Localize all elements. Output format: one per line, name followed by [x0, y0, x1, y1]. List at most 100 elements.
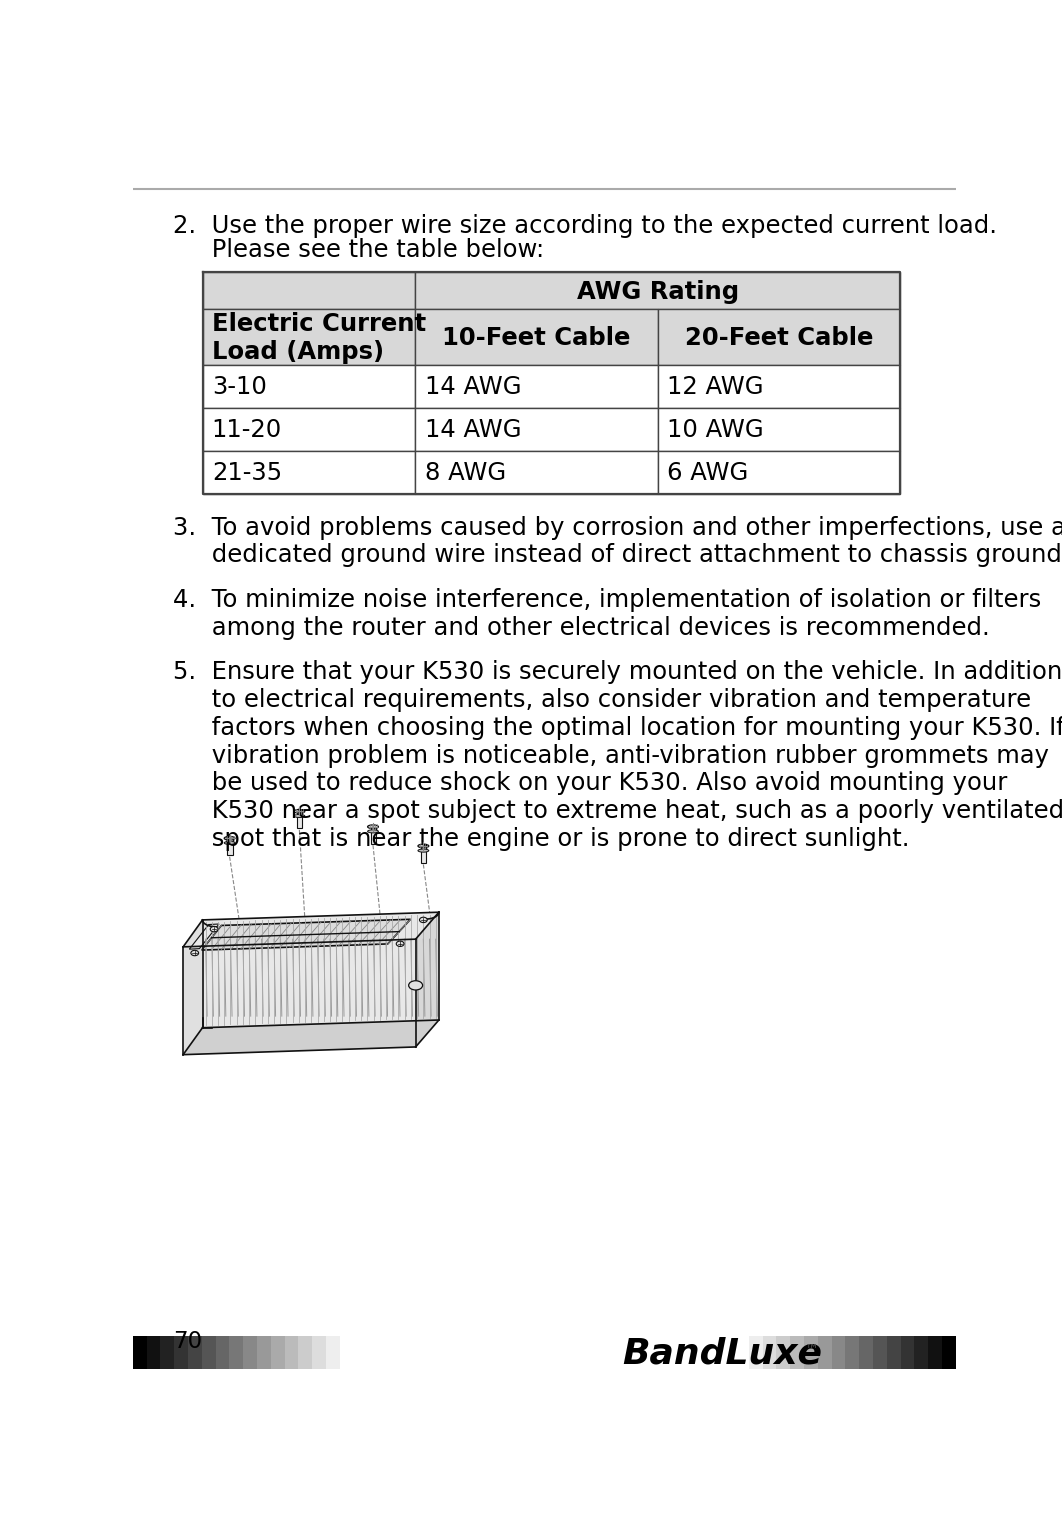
Bar	[887, 1335, 901, 1370]
Bar	[349, 1335, 739, 1370]
Polygon shape	[183, 920, 203, 1055]
Ellipse shape	[396, 941, 404, 946]
Text: spot that is near the engine or is prone to direct sunlight.: spot that is near the engine or is prone…	[173, 827, 909, 851]
Text: 14 AWG: 14 AWG	[425, 375, 521, 398]
Polygon shape	[189, 924, 219, 949]
Bar	[415, 365, 658, 408]
Ellipse shape	[224, 837, 235, 840]
Ellipse shape	[419, 917, 427, 923]
Bar	[243, 1335, 257, 1370]
Ellipse shape	[210, 926, 218, 932]
Bar	[749, 1335, 763, 1370]
Bar	[257, 1335, 271, 1370]
Text: 3-10: 3-10	[211, 375, 267, 398]
Polygon shape	[183, 1020, 439, 1055]
Text: BandLuxe: BandLuxe	[621, 1337, 822, 1370]
Text: 6 AWG: 6 AWG	[667, 461, 749, 486]
Bar	[271, 1335, 285, 1370]
Bar	[790, 1335, 804, 1370]
Polygon shape	[203, 912, 439, 1027]
Bar	[147, 1335, 160, 1370]
Text: 4.  To minimize noise interference, implementation of isolation or filters: 4. To minimize noise interference, imple…	[173, 588, 1042, 612]
Bar	[188, 1335, 202, 1370]
Text: 20-Feet Cable: 20-Feet Cable	[685, 326, 873, 349]
Text: to electrical requirements, also consider vibration and temperature: to electrical requirements, also conside…	[173, 687, 1031, 712]
Bar	[326, 1335, 340, 1370]
Text: among the router and other electrical devices is recommended.: among the router and other electrical de…	[173, 615, 990, 640]
Bar	[160, 1335, 174, 1370]
Bar	[297, 812, 303, 829]
Bar	[763, 1335, 776, 1370]
Bar	[202, 1335, 216, 1370]
Text: dedicated ground wire instead of direct attachment to chassis ground.: dedicated ground wire instead of direct …	[173, 543, 1062, 568]
Bar	[776, 1335, 790, 1370]
Text: 10-Feet Cable: 10-Feet Cable	[443, 326, 631, 349]
Bar	[203, 451, 415, 494]
Bar	[227, 838, 233, 855]
Text: 21-35: 21-35	[211, 461, 281, 486]
Ellipse shape	[294, 809, 305, 814]
Bar	[421, 846, 427, 863]
Text: 8 AWG: 8 AWG	[425, 461, 506, 486]
Text: factors when choosing the optimal location for mounting your K530. If: factors when choosing the optimal locati…	[173, 715, 1062, 740]
Text: 3.  To avoid problems caused by corrosion and other imperfections, use a: 3. To avoid problems caused by corrosion…	[173, 515, 1062, 540]
Bar	[735, 1335, 749, 1370]
Ellipse shape	[224, 841, 235, 844]
Ellipse shape	[191, 950, 199, 955]
Polygon shape	[183, 912, 439, 947]
Text: 14 AWG: 14 AWG	[425, 418, 521, 443]
Text: AWG Rating: AWG Rating	[577, 280, 739, 303]
Bar	[312, 1335, 326, 1370]
Bar	[133, 1335, 147, 1370]
Bar	[942, 1335, 956, 1370]
Bar	[415, 309, 658, 365]
Bar	[415, 451, 658, 494]
Ellipse shape	[367, 824, 378, 829]
Ellipse shape	[367, 831, 378, 834]
Bar	[658, 365, 900, 408]
Bar	[203, 309, 415, 365]
Bar	[873, 1335, 887, 1370]
Bar	[415, 408, 658, 451]
Text: 10 AWG: 10 AWG	[667, 418, 764, 443]
Bar	[298, 1335, 312, 1370]
Ellipse shape	[294, 815, 305, 818]
Bar	[229, 1335, 243, 1370]
Text: ™: ™	[805, 1341, 819, 1357]
Bar	[845, 1335, 859, 1370]
Bar	[928, 1335, 942, 1370]
Bar	[174, 1335, 188, 1370]
Bar	[804, 1335, 818, 1370]
Ellipse shape	[409, 981, 423, 990]
Ellipse shape	[418, 849, 429, 852]
Bar	[203, 408, 415, 451]
Text: Electric Current
Load (Amps): Electric Current Load (Amps)	[211, 312, 426, 363]
Bar	[203, 365, 415, 408]
Text: Please see the table below:: Please see the table below:	[173, 238, 545, 263]
Text: 5.  Ensure that your K530 is securely mounted on the vehicle. In addition: 5. Ensure that your K530 is securely mou…	[173, 660, 1062, 684]
Bar	[415, 272, 900, 309]
Text: vibration problem is noticeable, anti-vibration rubber grommets may: vibration problem is noticeable, anti-vi…	[173, 743, 1049, 767]
Bar	[901, 1335, 914, 1370]
Bar	[216, 1335, 229, 1370]
Text: 11-20: 11-20	[211, 418, 282, 443]
Text: 12 AWG: 12 AWG	[667, 375, 764, 398]
Bar	[371, 827, 376, 844]
Bar	[818, 1335, 832, 1370]
Text: K530 near a spot subject to extreme heat, such as a poorly ventilated: K530 near a spot subject to extreme heat…	[173, 800, 1062, 823]
Bar	[340, 1335, 354, 1370]
Text: be used to reduce shock on your K530. Also avoid mounting your: be used to reduce shock on your K530. Al…	[173, 771, 1008, 795]
Bar	[658, 309, 900, 365]
Bar	[859, 1335, 873, 1370]
Bar	[285, 1335, 298, 1370]
Bar	[914, 1335, 928, 1370]
Bar	[832, 1335, 845, 1370]
Polygon shape	[415, 912, 439, 1047]
Text: 70: 70	[173, 1329, 202, 1352]
Text: 2.  Use the proper wire size according to the expected current load.: 2. Use the proper wire size according to…	[173, 214, 997, 238]
Bar	[658, 408, 900, 451]
Ellipse shape	[418, 844, 429, 847]
Bar	[203, 272, 415, 309]
Bar	[658, 451, 900, 494]
Polygon shape	[202, 920, 411, 950]
